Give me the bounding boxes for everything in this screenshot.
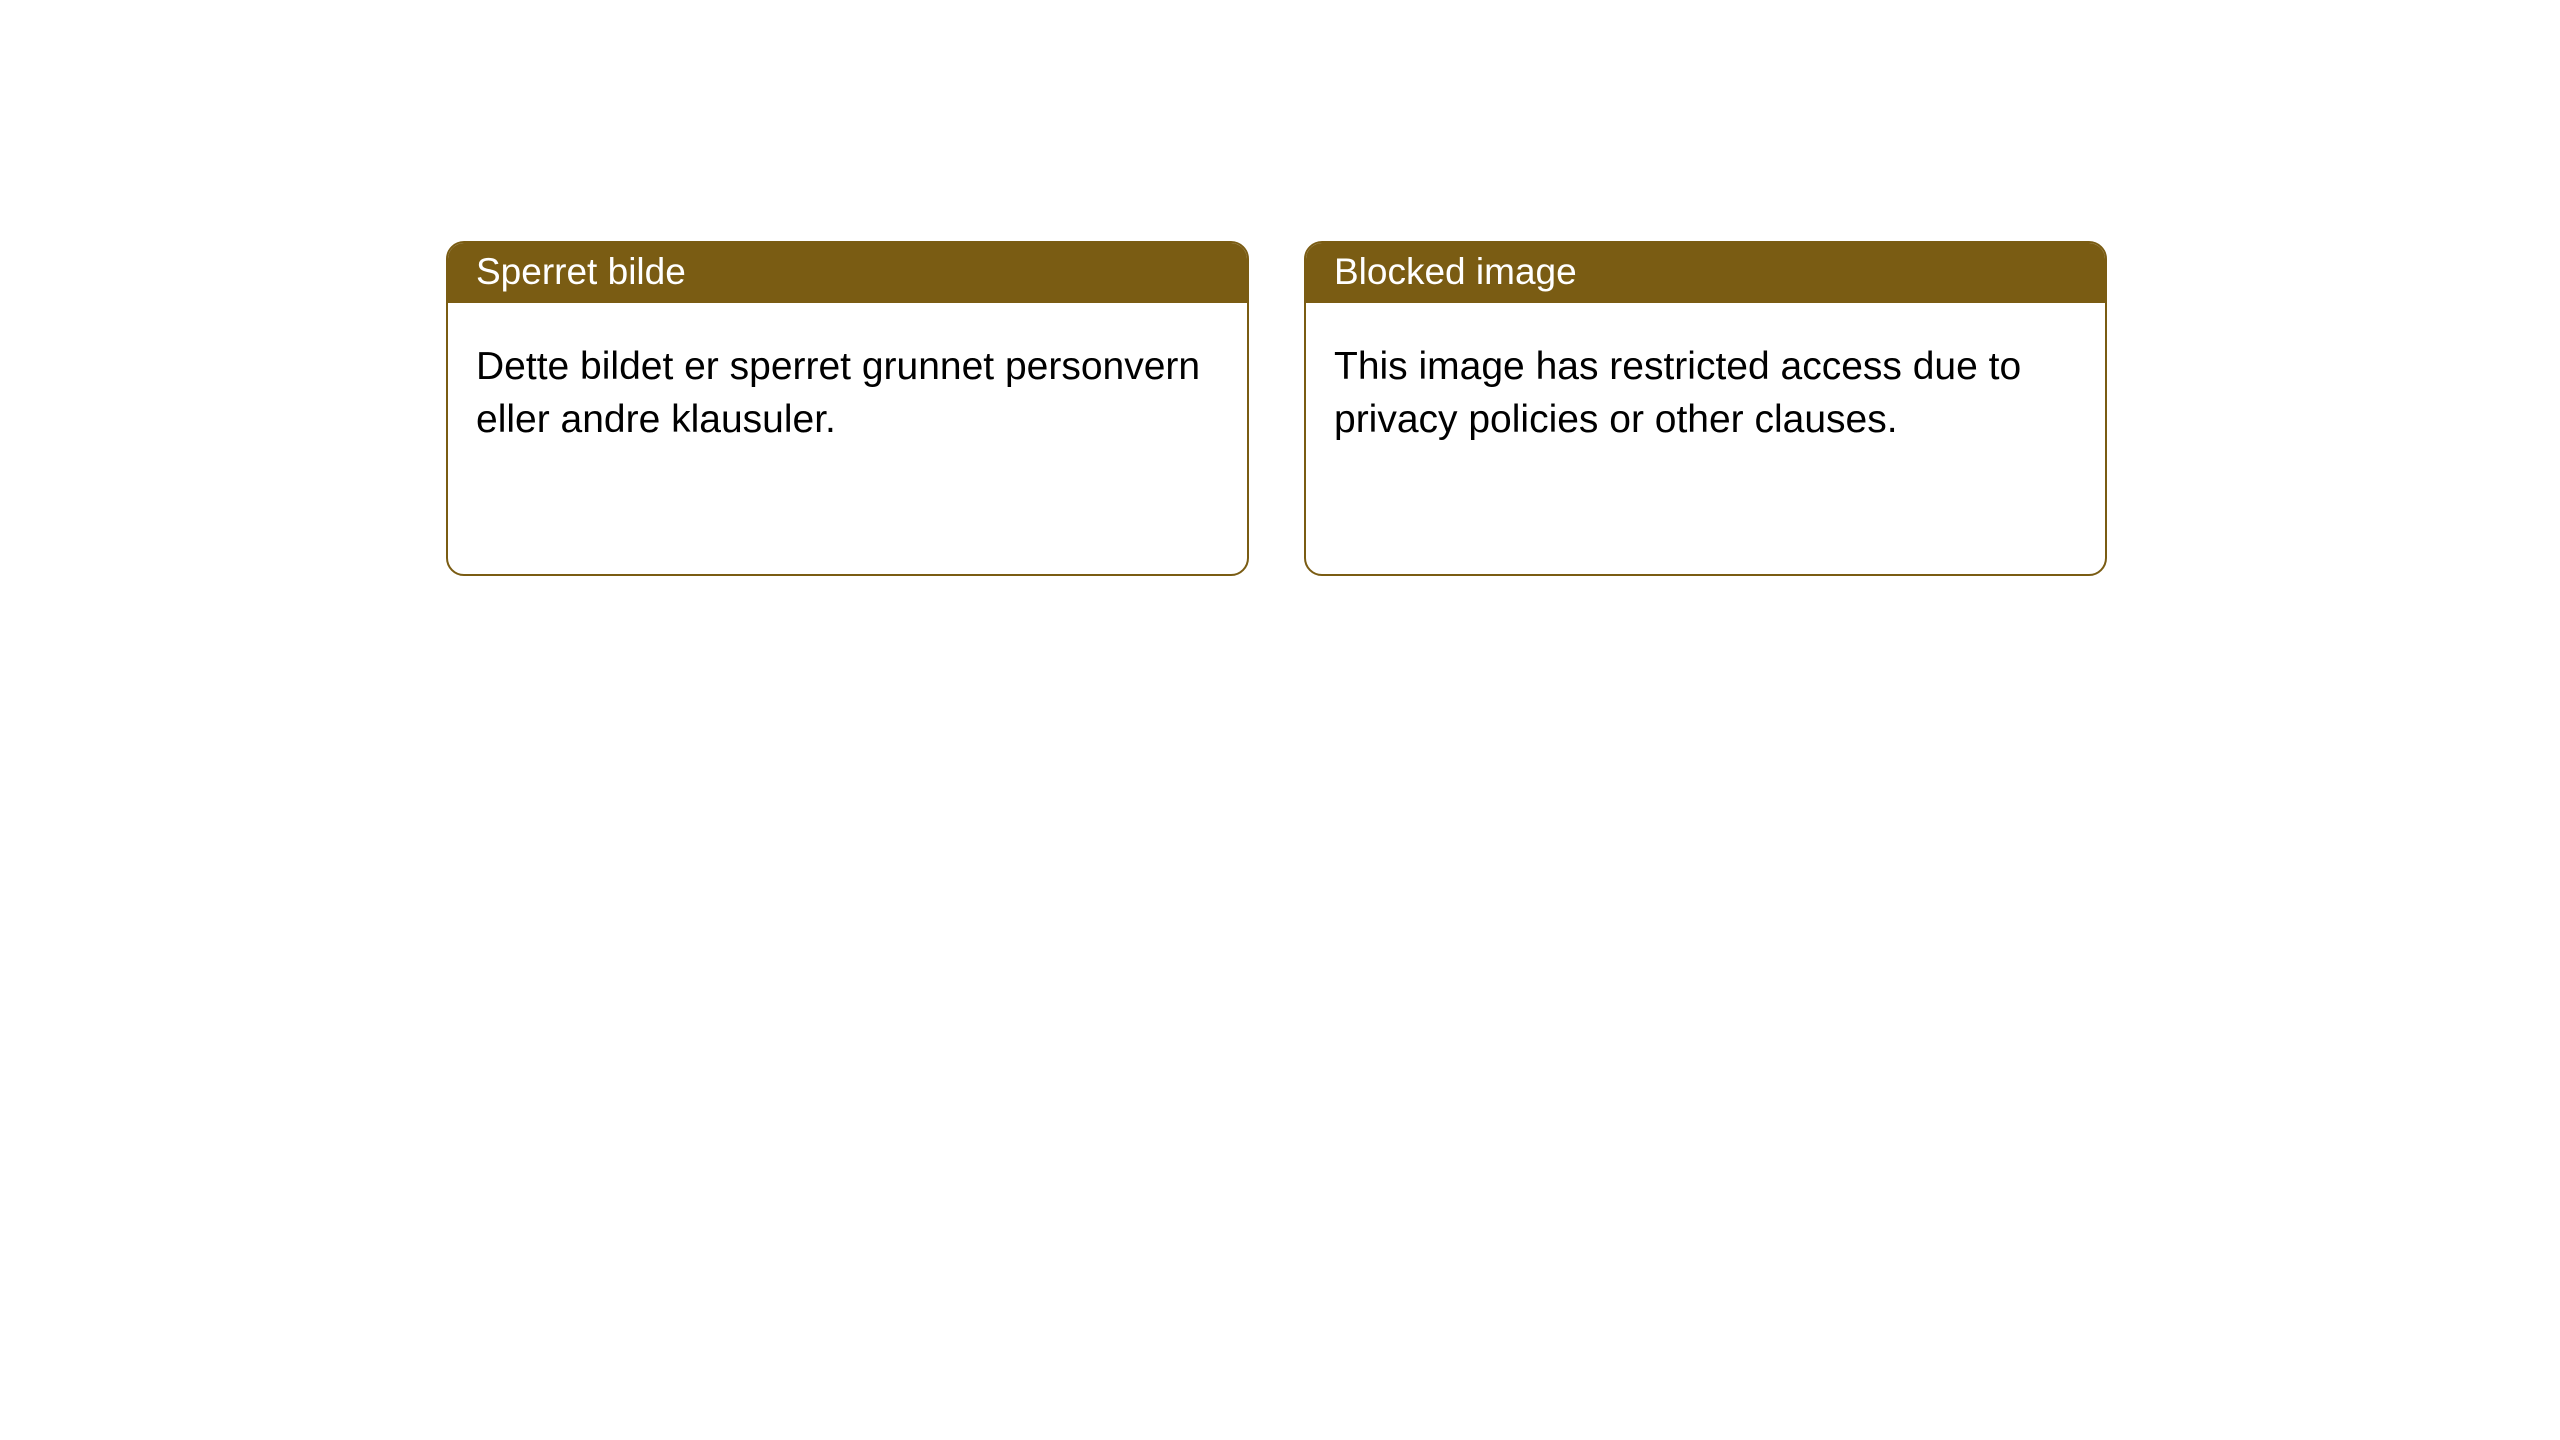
notice-body-norwegian: Dette bildet er sperret grunnet personve…	[448, 303, 1247, 474]
notice-body-english: This image has restricted access due to …	[1306, 303, 2105, 474]
notice-header-english: Blocked image	[1306, 243, 2105, 303]
notice-body-text: Dette bildet er sperret grunnet personve…	[476, 345, 1200, 441]
notice-card-english: Blocked image This image has restricted …	[1304, 241, 2107, 576]
notice-header-norwegian: Sperret bilde	[448, 243, 1247, 303]
notice-body-text: This image has restricted access due to …	[1334, 345, 2021, 441]
notice-container: Sperret bilde Dette bildet er sperret gr…	[446, 241, 2107, 576]
notice-card-norwegian: Sperret bilde Dette bildet er sperret gr…	[446, 241, 1249, 576]
notice-header-text: Blocked image	[1334, 251, 1577, 293]
notice-header-text: Sperret bilde	[476, 251, 686, 293]
